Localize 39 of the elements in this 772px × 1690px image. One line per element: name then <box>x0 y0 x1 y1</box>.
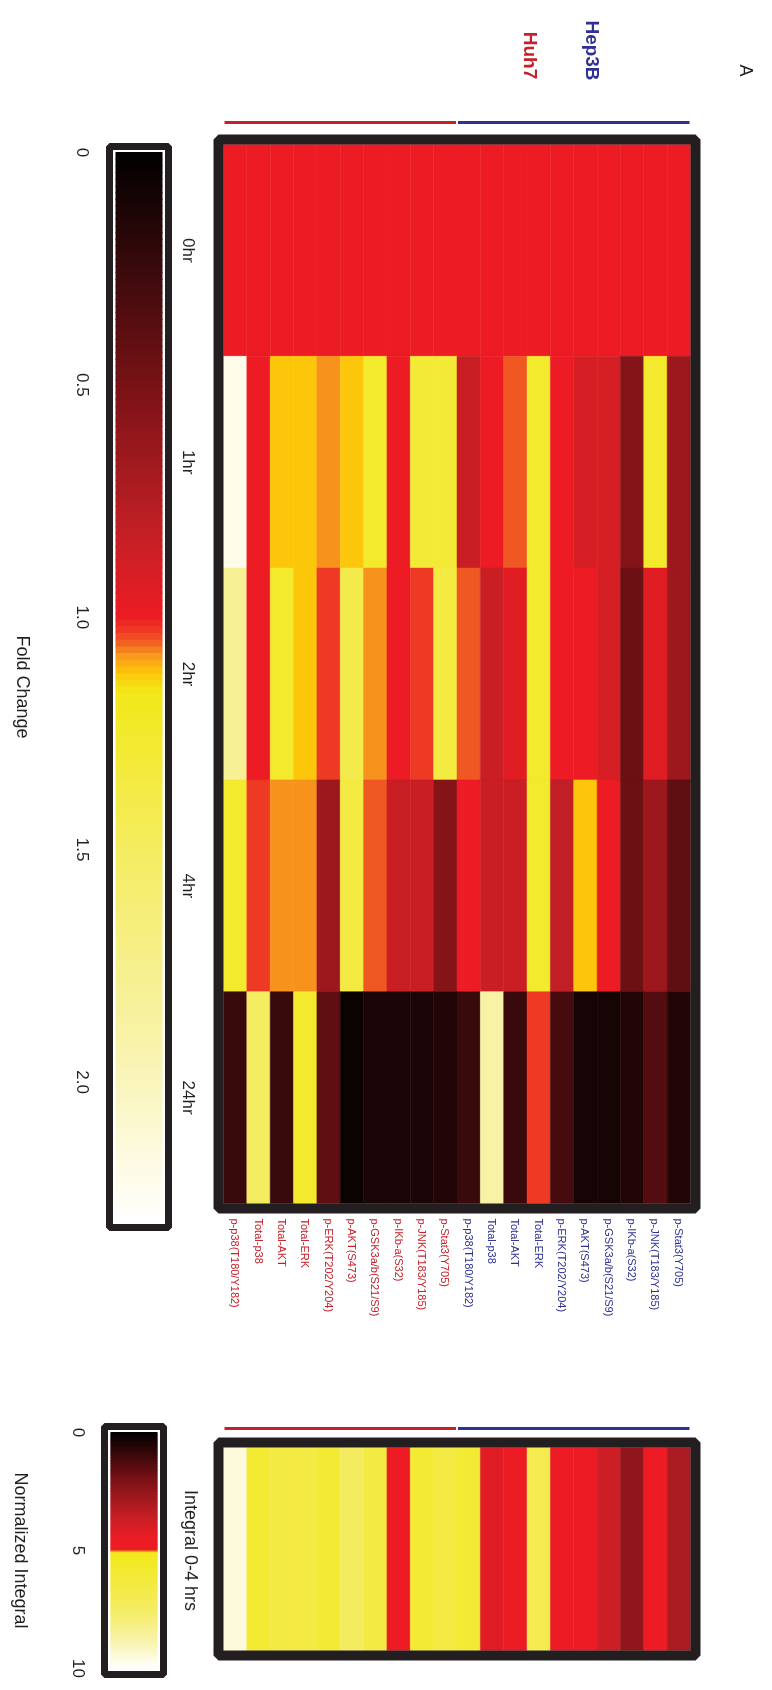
x-tick-label: p-GSK3a/b(S21/S9) <box>369 1218 382 1317</box>
x-tick-label: Total-ERK <box>299 1218 312 1269</box>
x-tick-label: p-ERK(T202/Y204) <box>322 1218 335 1313</box>
y-tick-label: 1hr <box>179 449 198 475</box>
x-tick-label: p-IKb-a(S32) <box>392 1218 405 1282</box>
x-tick-label: p-JNK(T183/Y185) <box>415 1218 428 1311</box>
x-tick-label: p-p38(T180/Y182) <box>229 1218 242 1308</box>
color-bar-label: 5 <box>68 1545 88 1556</box>
x-tick-label: p-AKT(S473) <box>579 1218 592 1283</box>
color-bar-title: Normalized Integral <box>10 1472 31 1629</box>
y-tick-label: 24hr <box>179 1080 198 1115</box>
text: Integral 0-4 hrs <box>180 1489 201 1612</box>
x-tick-label: p-AKT(S473) <box>345 1218 358 1283</box>
x-tick-label: p-GSK3a/b(S21/S9) <box>602 1218 615 1317</box>
color-bar-label: 10 <box>68 1659 88 1678</box>
x-tick-label: Total-p38 <box>486 1218 499 1264</box>
x-tick-label: Total-AKT <box>275 1218 288 1268</box>
x-tick-label: p-p38(T180/Y182) <box>462 1218 475 1308</box>
y-tick-label: 2hr <box>179 661 198 687</box>
x-tick-label: p-ERK(T202/Y204) <box>556 1218 569 1313</box>
color-bar-label: 0 <box>72 147 92 158</box>
x-tick-label: p-Stat3(Y705) <box>672 1218 685 1287</box>
color-bar-title: Fold Change <box>12 635 33 739</box>
x-tick-label: Total-AKT <box>509 1218 522 1268</box>
y-tick-label: 0hr <box>179 238 198 264</box>
color-bar-label: 2.0 <box>72 1070 92 1094</box>
x-tick-label: p-JNK(T183/Y185) <box>649 1218 662 1311</box>
color-bar-label: 0.5 <box>72 373 92 397</box>
text: A <box>735 64 756 77</box>
x-tick-label: Total-p38 <box>252 1218 265 1264</box>
x-tick-label: p-Stat3(Y705) <box>439 1218 452 1287</box>
y-tick-label: 4hr <box>179 873 198 899</box>
x-tick-label: Total-ERK <box>532 1218 545 1269</box>
x-tick-label: p-IKb-a(S32) <box>626 1218 639 1282</box>
color-bar-label: 0 <box>68 1427 88 1438</box>
color-bar-label: 1.0 <box>72 605 92 630</box>
color-bar-label: 1.5 <box>72 837 92 862</box>
text: Huh7 <box>520 31 541 80</box>
text: Hep3B <box>582 20 603 81</box>
